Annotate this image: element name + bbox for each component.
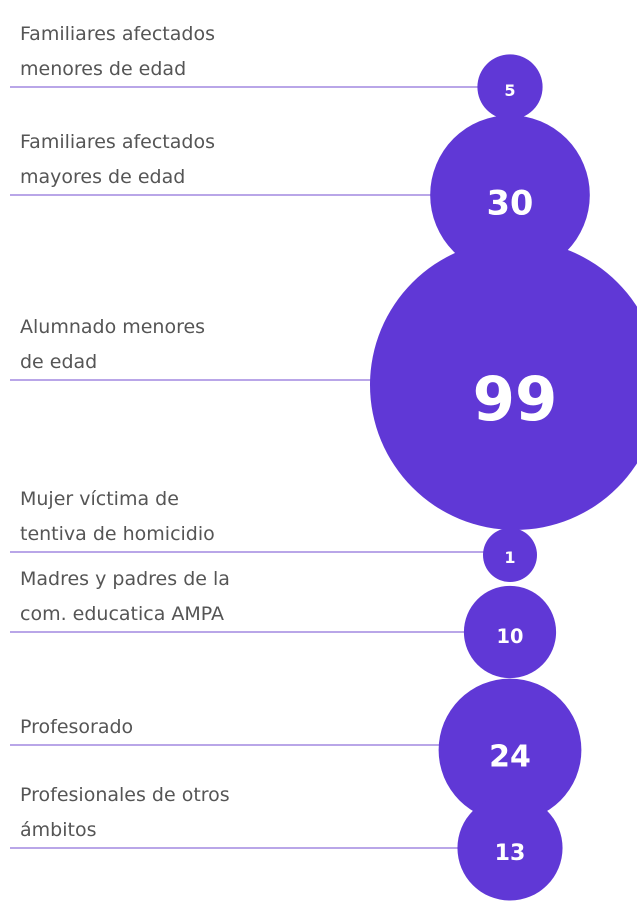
category-label: menores de edad [20,58,186,80]
category-label: Mujer víctima de [20,488,179,510]
value-label: 10 [497,625,524,648]
category-label: Familiares afectados [20,131,215,153]
bubble [463,585,557,679]
value-label: 13 [495,841,526,866]
bubble [457,795,563,901]
value-label: 99 [473,364,558,435]
category-label: mayores de edad [20,166,185,188]
category-label: Profesorado [20,716,133,738]
category-label: tentiva de homicidio [20,523,215,545]
bubble [430,115,590,275]
value-label: 30 [487,183,534,222]
category-label: de edad [20,351,97,373]
value-label: 1 [504,548,515,567]
value-label: 24 [489,740,531,775]
category-label: Profesionales de otros [20,784,230,806]
category-label: com. educatica AMPA [20,603,224,625]
category-label: Familiares afectados [20,23,215,45]
bubble [370,240,637,530]
bubble [438,678,582,822]
bubble [483,528,537,582]
value-label: 5 [504,81,515,100]
category-label: Madres y padres de la [20,568,230,590]
bubble [477,54,543,120]
category-label: Alumnado menores [20,316,205,338]
category-label: ámbitos [20,819,96,841]
